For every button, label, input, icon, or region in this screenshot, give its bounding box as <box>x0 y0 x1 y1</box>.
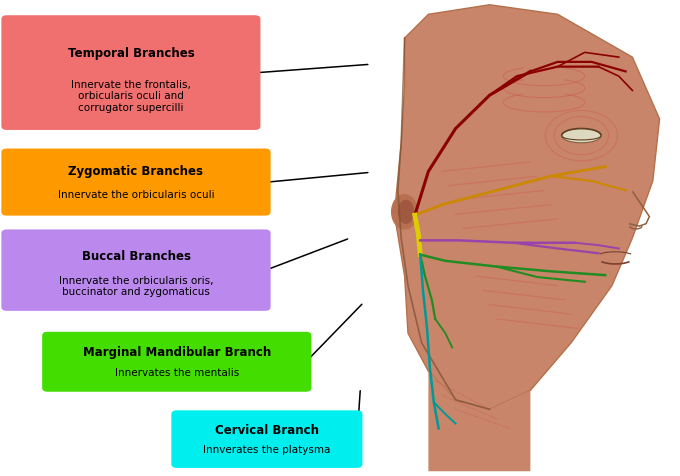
Text: Cervical Branch: Cervical Branch <box>215 424 319 436</box>
Text: Temporal Branches: Temporal Branches <box>67 47 194 60</box>
FancyBboxPatch shape <box>171 410 362 468</box>
Ellipse shape <box>392 195 418 229</box>
Text: Marginal Mandibular Branch: Marginal Mandibular Branch <box>83 346 271 359</box>
Text: Innervate the frontalis,
orbicularis oculi and
corrugator supercilli: Innervate the frontalis, orbicularis ocu… <box>71 79 191 113</box>
Polygon shape <box>428 371 530 471</box>
Ellipse shape <box>398 200 413 223</box>
Text: Innervates the mentalis: Innervates the mentalis <box>115 368 239 378</box>
FancyBboxPatch shape <box>1 149 271 216</box>
FancyBboxPatch shape <box>42 332 311 392</box>
Text: Innervate the orbicularis oculi: Innervate the orbicularis oculi <box>58 190 214 200</box>
Ellipse shape <box>562 129 601 143</box>
Text: Buccal Branches: Buccal Branches <box>82 250 190 263</box>
FancyBboxPatch shape <box>1 15 260 130</box>
Polygon shape <box>394 5 660 409</box>
FancyBboxPatch shape <box>1 229 271 311</box>
Text: Innverates the platysma: Innverates the platysma <box>203 445 330 455</box>
Text: Innervate the orbicularis oris,
buccinator and zygomaticus: Innervate the orbicularis oris, buccinat… <box>58 276 214 297</box>
Text: Zygomatic Branches: Zygomatic Branches <box>69 165 203 178</box>
